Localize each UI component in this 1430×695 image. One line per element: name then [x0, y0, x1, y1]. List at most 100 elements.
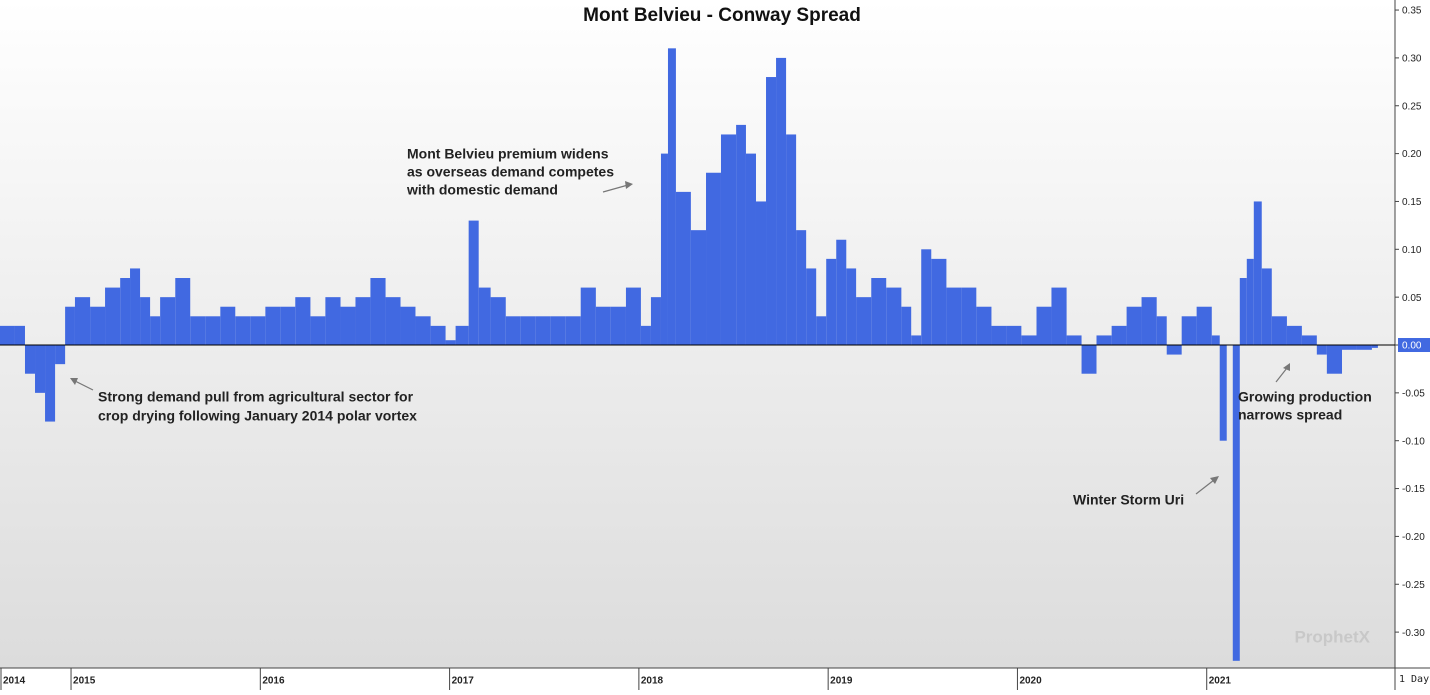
area-segment [265, 306, 281, 346]
area-segment [911, 335, 922, 346]
area-segment [295, 297, 311, 346]
area-segment [45, 345, 56, 422]
area-segment [325, 297, 341, 346]
annotation-line: Growing production [1238, 389, 1372, 405]
area-segment [786, 134, 797, 346]
annotation-arrow [74, 380, 94, 391]
annotation: Growing production narrows spread [1238, 363, 1372, 423]
area-segment [1066, 335, 1082, 346]
area-segment [921, 249, 932, 346]
area-segment [1301, 335, 1317, 346]
area-segment [1036, 306, 1052, 346]
y-tick-label: -0.15 [1402, 484, 1425, 495]
area-segment [1166, 345, 1182, 355]
y-tick-label: 0.10 [1402, 245, 1422, 256]
area-segment [120, 278, 131, 346]
area-segment [0, 325, 15, 346]
area-segment [175, 278, 191, 346]
annotation-line: Strong demand pull from agricultural sec… [98, 389, 414, 405]
area-segment [340, 306, 356, 346]
area-segment [1081, 345, 1097, 374]
area-segment [871, 278, 887, 346]
annotation-arrow-head [1283, 363, 1290, 371]
area-segment [1111, 325, 1127, 346]
area-segment [580, 287, 596, 346]
area-segment [310, 316, 326, 346]
area-segment [190, 316, 206, 346]
area-segment [355, 297, 371, 346]
area-segment [550, 316, 566, 346]
area-segment [886, 287, 902, 346]
area-segment [160, 297, 176, 346]
area-segment [35, 345, 46, 393]
y-tick-label: 0.05 [1402, 293, 1422, 304]
area-segment [610, 306, 626, 346]
area-segment [946, 287, 962, 346]
annotation-arrow [602, 184, 629, 193]
area-segment [1232, 345, 1240, 661]
area-segment [370, 278, 386, 346]
area-segment [445, 340, 456, 346]
annotation: Mont Belvieu premium widens as overseas … [406, 146, 633, 198]
x-tick-label: 2019 [830, 676, 853, 687]
area-segment [690, 230, 707, 346]
interval-label: 1 Day [1399, 674, 1429, 685]
annotation-arrow [1195, 479, 1215, 495]
area-segment [490, 297, 506, 346]
area-segment [976, 306, 992, 346]
area-segment [846, 268, 857, 346]
area-segment [468, 220, 479, 346]
area-segment [776, 57, 787, 346]
area-segment [931, 258, 947, 346]
area-segment [565, 316, 581, 346]
area-segment [1261, 268, 1272, 346]
x-tick-label: 2014 [3, 676, 26, 687]
y-tick-label: 0.15 [1402, 197, 1422, 208]
area-segment [796, 230, 807, 346]
area-segment [1156, 316, 1167, 346]
area-segment [856, 297, 872, 346]
annotation-arrow-head [70, 378, 78, 385]
area-segment [991, 325, 1007, 346]
area-segment [1126, 306, 1142, 346]
area-segment [505, 316, 521, 346]
area-segment [150, 316, 161, 346]
area-segment [65, 306, 75, 346]
y-tick-label: 0.20 [1402, 149, 1422, 160]
area-segment [1006, 325, 1022, 346]
x-tick-label: 2015 [73, 676, 96, 687]
area-segment [400, 306, 416, 346]
x-tick-label: 2018 [641, 676, 664, 687]
y-tick-label: -0.20 [1402, 532, 1425, 543]
area-segment [755, 201, 767, 346]
area-segment [901, 306, 912, 346]
area-segment [1326, 345, 1343, 374]
annotation: Strong demand pull from agricultural sec… [70, 378, 417, 424]
area-segment [55, 345, 66, 365]
annotation-line: with domestic demand [406, 182, 558, 198]
y-tick-label: 0.30 [1402, 54, 1422, 65]
area-segment [250, 316, 266, 346]
area-segment [675, 191, 691, 346]
area-segment [1211, 335, 1220, 346]
area-segment [1021, 335, 1037, 346]
y-tick-label: 0.00 [1402, 341, 1422, 352]
area-segment [826, 258, 837, 346]
area-segment [1181, 316, 1197, 346]
area-segment [1253, 201, 1262, 346]
zero-label-box [1398, 338, 1430, 353]
area-segment [720, 134, 737, 346]
area-segment [455, 325, 469, 346]
y-tick-label: -0.05 [1402, 388, 1425, 399]
y-tick-label: 0.35 [1402, 6, 1422, 17]
area-segment [140, 297, 151, 346]
annotation-line: as overseas demand competes [407, 164, 614, 180]
area-segment [640, 325, 651, 346]
area-segment [130, 268, 141, 346]
x-tick-label: 2016 [262, 676, 285, 687]
area-segment [24, 345, 36, 374]
area-segment [1141, 297, 1157, 346]
area-segment [1356, 345, 1372, 350]
area-segment [706, 172, 721, 346]
